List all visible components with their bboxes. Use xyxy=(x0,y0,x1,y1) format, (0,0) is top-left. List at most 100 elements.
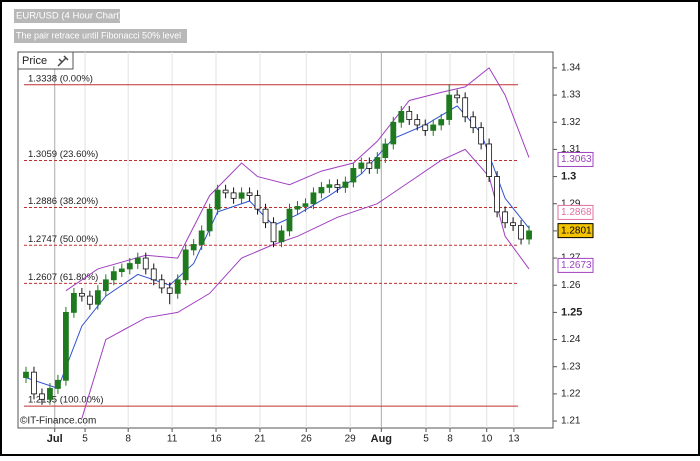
candle-body xyxy=(158,279,165,289)
fib-label: 1.2886 (38.20%) xyxy=(28,196,98,207)
price-box-label: 1.2868 xyxy=(561,207,592,218)
y-tick-label: 1.3 xyxy=(561,170,576,182)
x-tick-label: 8 xyxy=(125,434,131,445)
candle-body xyxy=(39,393,45,400)
candle-body xyxy=(23,371,29,378)
indicator-line xyxy=(65,67,530,292)
candle-body xyxy=(310,192,317,205)
candle-body xyxy=(238,192,245,199)
x-tick-label: 11 xyxy=(167,434,178,445)
x-tick-label: 13 xyxy=(508,434,520,445)
x-tick-label: Jul xyxy=(47,433,63,445)
candle-body xyxy=(47,388,53,400)
price-box-label: 1.3063 xyxy=(561,154,592,165)
candle-body xyxy=(190,244,197,251)
candle-body xyxy=(110,271,117,281)
price-box xyxy=(557,257,594,273)
candle-body xyxy=(462,97,469,118)
indicator-line xyxy=(81,148,530,419)
candle-body xyxy=(270,222,277,243)
candle-body xyxy=(374,157,381,169)
candle-body xyxy=(318,187,325,194)
chart-subtitle: The pair retrace until Fibonacci 50% lev… xyxy=(16,30,181,40)
candle-body xyxy=(478,127,485,145)
x-tick-label: 10 xyxy=(481,434,493,445)
candle-body xyxy=(286,208,293,232)
x-tick-label: 16 xyxy=(210,434,222,445)
candle-body xyxy=(454,94,461,99)
price-box-label: 1.2673 xyxy=(561,260,592,271)
candle-body xyxy=(470,116,477,129)
candle-body xyxy=(494,176,501,213)
x-tick-label: 21 xyxy=(254,434,266,445)
x-tick-label: 29 xyxy=(345,434,357,445)
candle-body xyxy=(246,192,253,196)
y-tick-label: 1.22 xyxy=(561,389,581,400)
candle-body xyxy=(438,119,445,126)
candle-body xyxy=(126,263,133,270)
candle-body xyxy=(526,230,532,240)
y-tick-label: 1.31 xyxy=(561,144,581,155)
candle-body xyxy=(182,249,189,281)
fib-label: 1.2747 (50.00%) xyxy=(28,234,98,245)
candle-body xyxy=(398,110,405,123)
y-tick-label: 1.32 xyxy=(561,117,581,128)
candle-body xyxy=(134,257,141,264)
price-box xyxy=(557,223,594,239)
candle-body xyxy=(198,230,205,245)
price-box-label: 1.2801 xyxy=(561,225,592,236)
candle-body xyxy=(406,110,413,120)
x-tick-label: 26 xyxy=(301,434,313,445)
candle-body xyxy=(502,211,508,224)
candle-body xyxy=(86,295,93,305)
fib-label: 1.3059 (23.60%) xyxy=(28,149,98,160)
candle-body xyxy=(206,208,213,232)
candle-body xyxy=(254,195,261,210)
fib-label: 1.2607 (61.80%) xyxy=(28,272,98,283)
y-tick-label: 1.26 xyxy=(561,280,581,291)
candle-body xyxy=(222,189,229,194)
candle-body xyxy=(94,290,101,305)
y-tick-label: 1.23 xyxy=(561,361,581,372)
y-tick-label: 1.33 xyxy=(561,90,581,101)
x-tick-label: 5 xyxy=(423,434,429,445)
price-box xyxy=(557,151,594,167)
candle-body xyxy=(366,162,373,169)
candle-body xyxy=(430,124,437,131)
candle-body xyxy=(70,292,77,313)
fib-label: 1.3338 (0.00%) xyxy=(28,73,93,84)
candle-body xyxy=(518,225,524,240)
plot-layer: Jul 5 8 11 16 21 26 29 Aug 5 8 10 131.341.331.321.31… xyxy=(23,52,582,445)
candle-body xyxy=(326,184,333,188)
wrench-icon xyxy=(57,55,69,67)
candle-body xyxy=(166,287,173,294)
credit: ©IT-Finance.com xyxy=(20,416,96,427)
candle-body xyxy=(262,208,269,224)
candle-body xyxy=(414,119,421,126)
candle-body xyxy=(446,94,453,120)
candle-body xyxy=(422,124,429,131)
subtitle-bg xyxy=(14,29,187,43)
price-box xyxy=(557,204,594,220)
candle-body xyxy=(382,143,389,158)
candle-body xyxy=(63,311,69,381)
candle-body xyxy=(150,268,157,281)
candle-body xyxy=(294,206,301,210)
y-tick-label: 1.24 xyxy=(561,334,581,345)
candle-body xyxy=(342,181,349,188)
candle-body xyxy=(302,203,309,207)
x-tick-label: 8 xyxy=(447,434,453,445)
candle-body xyxy=(510,222,516,226)
x-tick-label: 5 xyxy=(82,434,88,445)
legend-label: Price xyxy=(22,55,47,67)
candle-body xyxy=(390,121,397,145)
candle-body xyxy=(230,192,237,199)
y-tick-label: 1.25 xyxy=(561,306,582,318)
candle-body xyxy=(350,168,357,183)
candle-body xyxy=(214,189,221,210)
candle-body xyxy=(55,379,61,389)
candle-body xyxy=(31,371,37,395)
candle-body xyxy=(486,143,493,177)
y-tick-label: 1.21 xyxy=(561,416,581,427)
